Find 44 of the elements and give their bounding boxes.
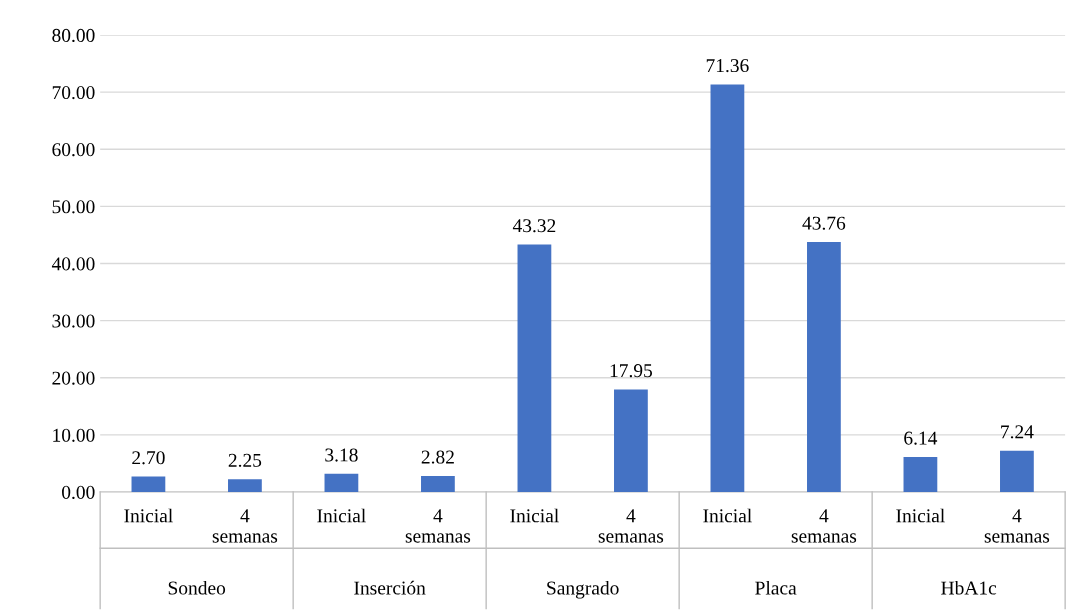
text: Sangrado	[547, 580, 619, 599]
y-tick-label: 50.00	[52, 200, 95, 214]
data-label: 17.95	[610, 364, 653, 378]
bar	[421, 475, 455, 492]
text: Sondeo	[168, 580, 226, 595]
x-tick-label: Inicial	[317, 508, 366, 523]
x-tick-label: Inicial	[124, 508, 173, 523]
bar	[131, 476, 166, 492]
data-label: 2.82	[421, 450, 454, 464]
bar	[324, 473, 359, 492]
y-tick-label: 0.00	[62, 485, 95, 500]
data-label: 3.18	[325, 448, 358, 462]
data-label: 43.32	[512, 219, 556, 233]
y-tick-label: 20.00	[52, 371, 95, 385]
y-tick-label: 30.00	[52, 314, 95, 328]
bar	[1000, 450, 1034, 492]
data-label: 6.14	[904, 431, 938, 445]
y-tick-label: 60.00	[52, 143, 95, 157]
data-label: 43.76	[802, 216, 846, 230]
x-tick-label: 4 semanas	[405, 509, 471, 543]
y-tick-label: 80.00	[52, 28, 95, 43]
x-tick-label: 4 semanas	[791, 509, 857, 543]
data-label: 2.25	[228, 453, 262, 467]
y-tick-label: 40.00	[51, 257, 95, 271]
x-tick-label: Inicial	[896, 508, 945, 523]
bar	[517, 244, 552, 492]
text: Inserción	[354, 580, 426, 595]
bar	[903, 456, 938, 492]
bar	[228, 479, 262, 492]
y-tick-label: 10.00	[53, 428, 95, 442]
text: HbA1c	[941, 580, 997, 595]
x-tick-label: 4 semanas	[598, 509, 664, 543]
x-tick-label: 4 semanas	[984, 509, 1050, 543]
x-tick-label: Inicial	[703, 508, 752, 523]
x-tick-label: Inicial	[510, 508, 559, 523]
data-label: 71.36	[706, 59, 749, 73]
x-tick-label: 4 semanas	[212, 509, 278, 543]
data-label: 7.24	[1001, 425, 1034, 439]
data-label: 2.70	[132, 451, 165, 465]
bar	[710, 84, 745, 492]
text: Placa	[755, 580, 797, 595]
bar	[614, 389, 648, 492]
bar	[807, 242, 841, 492]
y-tick-label: 70.00	[52, 85, 95, 100]
